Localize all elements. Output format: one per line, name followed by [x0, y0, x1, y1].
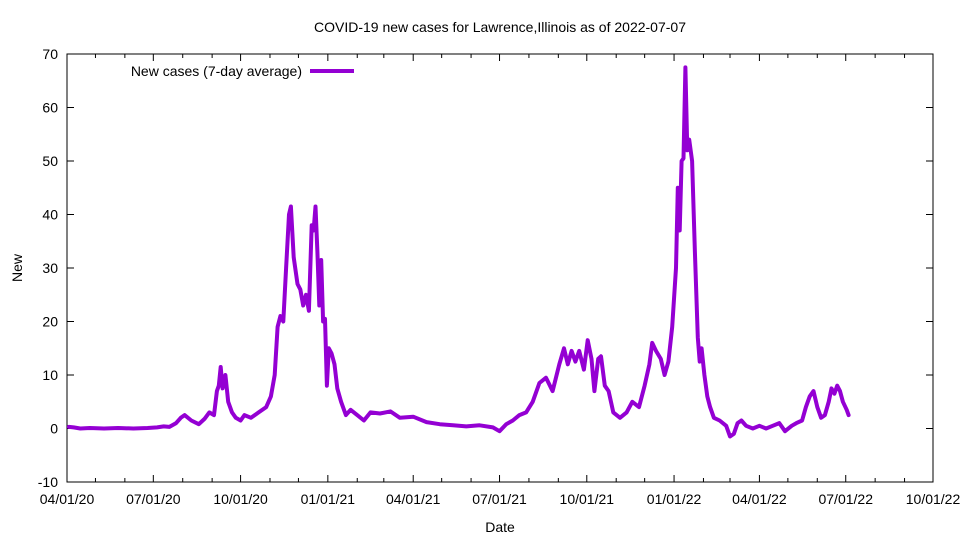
- y-tick-label: 20: [42, 314, 58, 330]
- x-tick-label: 01/01/21: [301, 491, 356, 507]
- x-tick-label: 10/01/21: [560, 491, 615, 507]
- x-axis-label: Date: [485, 519, 515, 535]
- chart-title: COVID-19 new cases for Lawrence,Illinois…: [314, 19, 686, 35]
- legend-label: New cases (7-day average): [131, 63, 302, 79]
- x-tick-label: 07/01/21: [472, 491, 527, 507]
- series-line-new-cases: [66, 65, 851, 439]
- x-axis: 04/01/20 07/01/20 10/01/20 01/01/21 04/01/21…: [40, 54, 960, 507]
- x-tick-label: 04/01/20: [40, 491, 95, 507]
- y-axis-label: New: [9, 253, 25, 282]
- x-tick-label: 10/01/22: [906, 491, 960, 507]
- y-tick-label: 10: [42, 367, 58, 383]
- x-tick-label: 07/01/22: [818, 491, 873, 507]
- x-tick-label: 07/01/20: [126, 491, 181, 507]
- legend: New cases (7-day average): [131, 63, 354, 79]
- y-tick-label: 30: [42, 260, 58, 276]
- y-tick-label: 40: [42, 207, 58, 223]
- x-tick-label: 04/01/21: [386, 491, 441, 507]
- y-tick-label: 50: [42, 153, 58, 169]
- x-tick-label: 01/01/22: [647, 491, 702, 507]
- y-tick-label: 60: [42, 100, 58, 116]
- y-tick-label: 0: [50, 421, 58, 437]
- x-tick-label: 10/01/20: [213, 491, 268, 507]
- x-tick-label: 04/01/22: [732, 491, 787, 507]
- y-tick-label: 70: [42, 46, 58, 62]
- y-tick-label: -10: [38, 474, 58, 490]
- y-axis: -10 0 10 20 30 40 50 60 70: [38, 46, 933, 490]
